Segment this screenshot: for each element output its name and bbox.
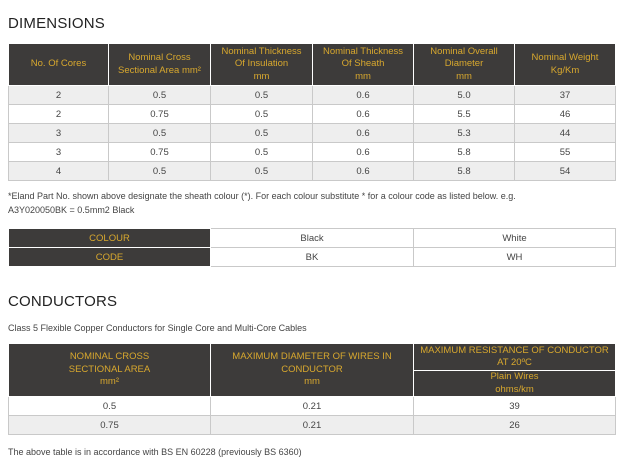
cell-resistance: 39 — [413, 396, 616, 416]
table-row: 0.5 0.21 39 — [8, 396, 616, 416]
cell-sheath: 0.6 — [312, 123, 414, 143]
cell-diameter: 5.0 — [413, 85, 515, 105]
cell-weight: 46 — [514, 104, 616, 124]
conductors-heading: CONDUCTORS — [8, 293, 118, 310]
cell-weight: 44 — [514, 123, 616, 143]
code-wh: WH — [413, 247, 616, 267]
conductors-subtitle: Class 5 Flexible Copper Conductors for S… — [8, 323, 307, 333]
cell-cores: 2 — [8, 85, 109, 105]
cell-insulation: 0.5 — [210, 85, 313, 105]
cell-wire-diameter: 0.21 — [210, 396, 414, 416]
cell-sheath: 0.6 — [312, 142, 414, 162]
cell-csa: 0.5 — [108, 161, 211, 181]
cell-diameter: 5.3 — [413, 123, 515, 143]
header-cross-sectional-area: Nominal Cross Sectional Area mm² — [108, 43, 211, 86]
cell-insulation: 0.5 — [210, 104, 313, 124]
header-nominal-weight: Nominal Weight Kg/Km — [514, 43, 616, 86]
cell-diameter: 5.8 — [413, 142, 515, 162]
header-insulation-thickness: Nominal Thickness Of Insulation mm — [210, 43, 313, 86]
cell-cores: 2 — [8, 104, 109, 124]
note-line-1: *Eland Part No. shown above designate th… — [8, 191, 516, 201]
cell-sheath: 0.6 — [312, 85, 414, 105]
header-nominal-csa: NOMINAL CROSS SECTIONAL AREA mm² — [8, 343, 211, 397]
code-bk: BK — [210, 247, 414, 267]
cell-csa: 0.75 — [108, 142, 211, 162]
header-plain-wires: Plain Wires ohms/km — [413, 370, 616, 397]
cell-weight: 37 — [514, 85, 616, 105]
cell-diameter: 5.5 — [413, 104, 515, 124]
standards-footer: The above table is in accordance with BS… — [8, 447, 302, 457]
table-row: 4 0.5 0.5 0.6 5.8 54 — [8, 161, 616, 181]
cell-csa: 0.5 — [108, 123, 211, 143]
conductors-table: NOMINAL CROSS SECTIONAL AREA mm² MAXIMUM D… — [8, 343, 616, 435]
sheath-colour-note: *Eland Part No. shown above designate th… — [8, 190, 608, 217]
header-sheath-thickness: Nominal Thickness Of Sheath mm — [312, 43, 414, 86]
cell-diameter: 5.8 — [413, 161, 515, 181]
cell-wire-diameter: 0.21 — [210, 415, 414, 435]
table-row: 2 0.75 0.5 0.6 5.5 46 — [8, 104, 616, 124]
cell-sheath: 0.6 — [312, 161, 414, 181]
colour-label: COLOUR — [8, 228, 211, 248]
colour-white: White — [413, 228, 616, 248]
dimensions-table: No. Of Cores Nominal Cross Sectional Area… — [8, 43, 616, 181]
cell-cores: 3 — [8, 142, 109, 162]
cell-csa: 0.75 — [8, 415, 211, 435]
cell-cores: 3 — [8, 123, 109, 143]
header-no-of-cores: No. Of Cores — [8, 43, 109, 86]
cell-insulation: 0.5 — [210, 123, 313, 143]
table-row: 2 0.5 0.5 0.6 5.0 37 — [8, 85, 616, 105]
table-row: 3 0.75 0.5 0.6 5.8 55 — [8, 142, 616, 162]
cell-insulation: 0.5 — [210, 142, 313, 162]
cell-weight: 54 — [514, 161, 616, 181]
colour-row: COLOUR Black White — [8, 228, 616, 248]
colour-black: Black — [210, 228, 414, 248]
cell-csa: 0.75 — [108, 104, 211, 124]
table-row: 3 0.5 0.5 0.6 5.3 44 — [8, 123, 616, 143]
conductors-subheader-row: Plain Wires ohms/km — [9, 370, 616, 397]
cell-csa: 0.5 — [8, 396, 211, 416]
colour-code-table: COLOUR Black White CODE BK WH — [8, 228, 616, 267]
dimensions-heading: DIMENSIONS — [8, 15, 106, 32]
cell-weight: 55 — [514, 142, 616, 162]
dimensions-header-row: No. Of Cores Nominal Cross Sectional Area… — [8, 43, 616, 86]
cell-insulation: 0.5 — [210, 161, 313, 181]
cell-resistance: 26 — [413, 415, 616, 435]
header-overall-diameter: Nominal Overall Diameter mm — [413, 43, 515, 86]
code-row: CODE BK WH — [8, 247, 616, 267]
header-max-resistance: MAXIMUM RESISTANCE OF CONDUCTOR AT 20ºC — [413, 343, 616, 371]
cell-cores: 4 — [8, 161, 109, 181]
code-label: CODE — [8, 247, 211, 267]
note-line-2: A3Y020050BK = 0.5mm2 Black — [8, 204, 135, 215]
conductors-header-row: NOMINAL CROSS SECTIONAL AREA mm² MAXIMUM D… — [8, 343, 616, 397]
table-row: 0.75 0.21 26 — [8, 415, 616, 435]
cell-csa: 0.5 — [108, 85, 211, 105]
header-max-wire-diameter: MAXIMUM DIAMETER OF WIRES IN CONDUCTOR mm — [210, 343, 414, 397]
cell-sheath: 0.6 — [312, 104, 414, 124]
